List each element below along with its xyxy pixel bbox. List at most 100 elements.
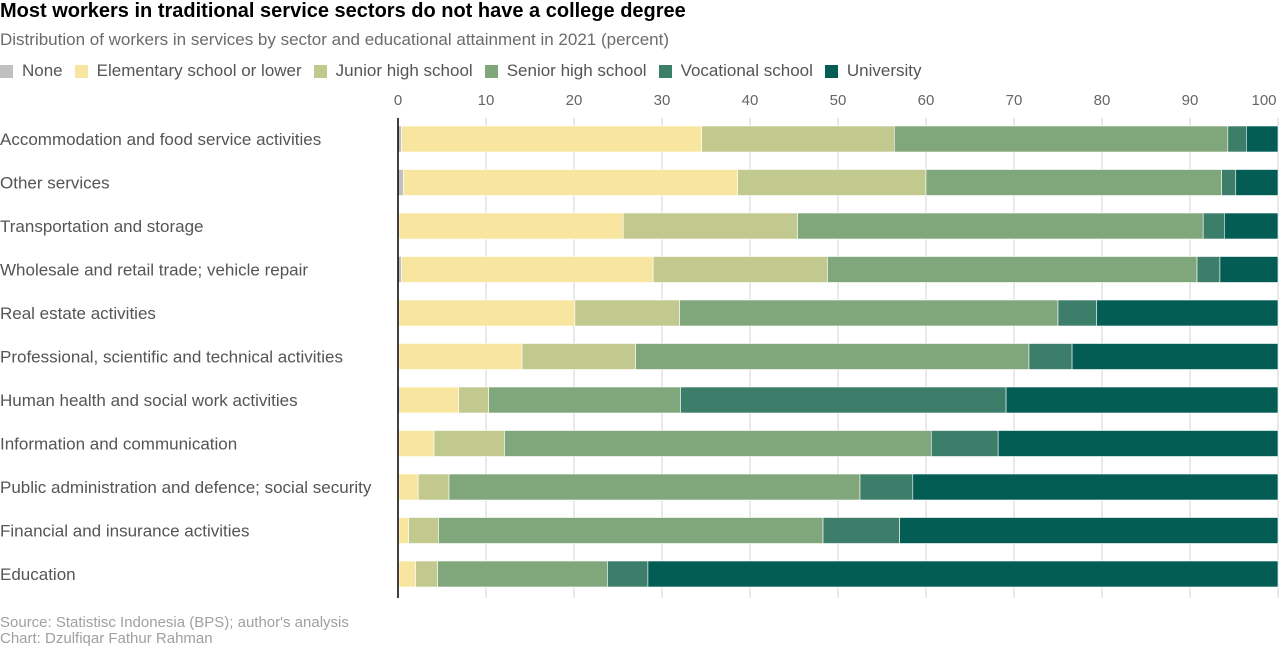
bar-segment (822, 517, 900, 544)
bar-segment (401, 256, 654, 283)
x-tick-label: 0 (394, 92, 402, 109)
bar-segment (398, 517, 409, 544)
bar-segment (1005, 386, 1279, 414)
bar-segment (859, 473, 914, 501)
bar-segment (488, 386, 681, 414)
bar-segment (997, 430, 1279, 457)
bar-segment (1057, 299, 1098, 327)
bar-segment (398, 299, 576, 327)
bar-segment (1096, 299, 1279, 327)
bar-segment (912, 473, 1279, 501)
category-label: Public administration and defence; socia… (0, 478, 372, 497)
bar-segment (925, 169, 1222, 196)
bar-segment (899, 517, 1279, 544)
legend-label: University (846, 61, 922, 80)
bar-segment (398, 212, 624, 240)
bar-segment (1246, 125, 1279, 153)
bar-segment (894, 125, 1229, 153)
bar-segment (1196, 256, 1221, 283)
x-tick-label: 60 (918, 92, 935, 109)
category-label: Accommodation and food service activitie… (0, 130, 321, 149)
bar-segment (622, 212, 798, 240)
bar-segment (827, 256, 1198, 283)
bar-segment (438, 517, 824, 544)
legend-item: Vocational school (658, 61, 813, 81)
bar-segment (521, 343, 636, 370)
legend-item: Elementary school or lower (74, 61, 302, 81)
bar-segment (448, 473, 861, 501)
x-tick-label: 90 (1182, 92, 1199, 109)
bar-segment (401, 125, 702, 153)
legend-swatch (0, 64, 13, 78)
bar-segment (408, 517, 439, 544)
bar-segment (574, 299, 680, 327)
bar-segment (398, 343, 523, 370)
x-tick-label: 50 (830, 92, 847, 109)
bar-segment (398, 473, 419, 501)
legend-swatch (313, 64, 327, 78)
legend-swatch (74, 64, 88, 78)
bar-segment (417, 473, 450, 501)
category-label: Information and communication (0, 435, 237, 454)
bar-segment (398, 560, 416, 588)
legend-label: Junior high school (335, 61, 473, 80)
x-tick-label: 70 (1006, 92, 1023, 109)
bar-segment (797, 212, 1204, 240)
bar-segment (1071, 343, 1279, 370)
category-label: Education (0, 565, 76, 584)
bar-segment (701, 125, 895, 153)
x-tick-label: 80 (1094, 92, 1111, 109)
chart-subtitle: Distribution of workers in services by s… (0, 30, 670, 49)
bar-segment (607, 560, 649, 588)
legend-label: Senior high school (506, 61, 647, 80)
chart-title: Most workers in traditional service sect… (0, 0, 686, 22)
bar-segment (1235, 169, 1279, 196)
bar-segment (930, 430, 999, 457)
legend-swatch (484, 64, 498, 78)
x-tick-label: 10 (478, 92, 495, 109)
bar-segment (504, 430, 932, 457)
bar-segment (680, 386, 1007, 414)
x-tick-label: 40 (742, 92, 759, 109)
x-tick-label: 100 (1251, 92, 1276, 109)
bar-segment (437, 560, 608, 588)
category-label: Human health and social work activities (0, 391, 298, 410)
legend-label: None (22, 61, 63, 80)
bar-segment (1028, 343, 1073, 370)
legend-swatch (824, 64, 838, 78)
bar-segment (647, 560, 1279, 588)
bar-segment (397, 169, 404, 196)
bar-segment (1202, 212, 1225, 240)
legend: None Elementary school or lower Junior hig… (0, 60, 934, 82)
bar-segment (399, 386, 460, 414)
legend-swatch (658, 64, 672, 78)
legend-label: Vocational school (680, 61, 813, 80)
bar-segment (402, 169, 738, 196)
category-label: Real estate activities (0, 304, 156, 323)
x-tick-label: 30 (654, 92, 671, 109)
bar-segment (737, 169, 927, 196)
category-label: Financial and insurance activities (0, 522, 249, 541)
bar-segment (458, 386, 489, 414)
bar-segment (415, 560, 438, 588)
bar-segment (635, 343, 1030, 370)
category-label: Professional, scientific and technical a… (0, 348, 343, 367)
bar-segment (1227, 125, 1247, 153)
legend-item: Senior high school (484, 61, 647, 81)
legend-label: Elementary school or lower (96, 61, 302, 80)
legend-item: University (824, 61, 922, 81)
legend-item: None (0, 61, 63, 81)
bar-segment (1224, 212, 1279, 240)
x-tick-label: 20 (566, 92, 583, 109)
bar-segment (1221, 169, 1237, 196)
chart-credit: Chart: Dzulfiqar Fathur Rahman (0, 630, 213, 647)
source-note: Source: Statistisc Indonesia (BPS); auth… (0, 614, 349, 631)
legend-item: Junior high school (313, 61, 473, 81)
category-label: Wholesale and retail trade; vehicle repa… (0, 261, 308, 280)
category-label: Other services (0, 174, 110, 193)
bar-segment (652, 256, 828, 283)
bar-segment (433, 430, 505, 457)
bar-segment (398, 430, 435, 457)
category-label: Transportation and storage (0, 217, 204, 236)
